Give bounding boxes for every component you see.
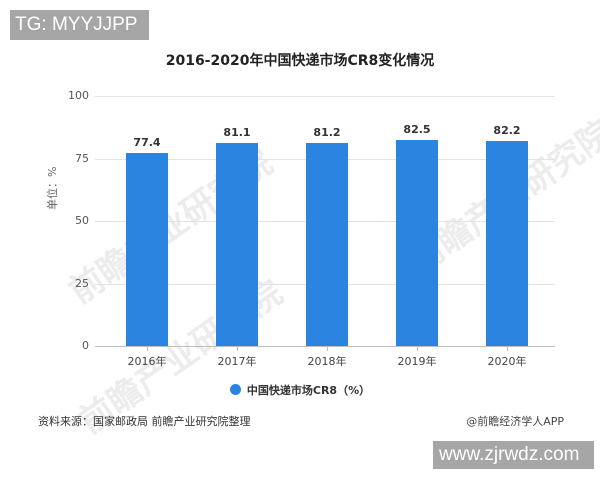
bar [306,143,348,346]
x-tick-label: 2018年 [307,355,347,368]
x-tick-label: 2017年 [217,355,257,368]
source-note: 资料来源：国家邮政局 前瞻产业研究院整理 [38,415,251,428]
bar-value-label: 82.2 [493,123,521,137]
top-watermark-badge: TG: MYYJJPP [10,10,149,40]
y-tick-label: 25 [75,276,89,290]
chart-title: 2016-2020年中国快递市场CR8变化情况 [165,53,435,69]
y-tick-label: 100 [68,89,89,102]
bottom-watermark-badge: www.zjrwdz.com [433,441,594,469]
legend-marker-icon [229,384,241,395]
x-tick-label: 2019年 [397,355,437,368]
x-axis-line [95,346,555,347]
x-tick-mark [327,346,328,351]
bar-value-label: 82.5 [403,122,431,136]
x-tick-mark [237,346,238,351]
y-axis-label: 单位：% [46,166,59,210]
bar [126,152,168,346]
y-tick-label: 0 [82,339,89,352]
bar [396,139,438,346]
plot-area: 77.4 2016年 81.1 2017年 81.2 2018年 82.5 2019年 82.2… [95,96,555,368]
x-tick-label: 2016年 [127,355,167,368]
bar-value-label: 81.2 [313,126,341,139]
bar [216,143,258,346]
y-tick-label: 50 [75,214,89,227]
x-tick-label: 2020年 [487,355,527,368]
legend-label: 中国快递市场CR8（%） [246,384,371,397]
y-tick-label: 75 [75,151,89,165]
credit-note: @前瞻经济学人APP [466,415,564,428]
x-tick-mark [147,346,148,351]
x-tick-mark [417,346,418,351]
bar-value-label: 77.4 [133,135,161,149]
bar-value-label: 81.1 [223,126,251,140]
x-tick-mark [507,346,508,351]
gridline [95,96,555,97]
legend: 中国快递市场CR8（%） [0,382,600,398]
bar [486,140,528,346]
